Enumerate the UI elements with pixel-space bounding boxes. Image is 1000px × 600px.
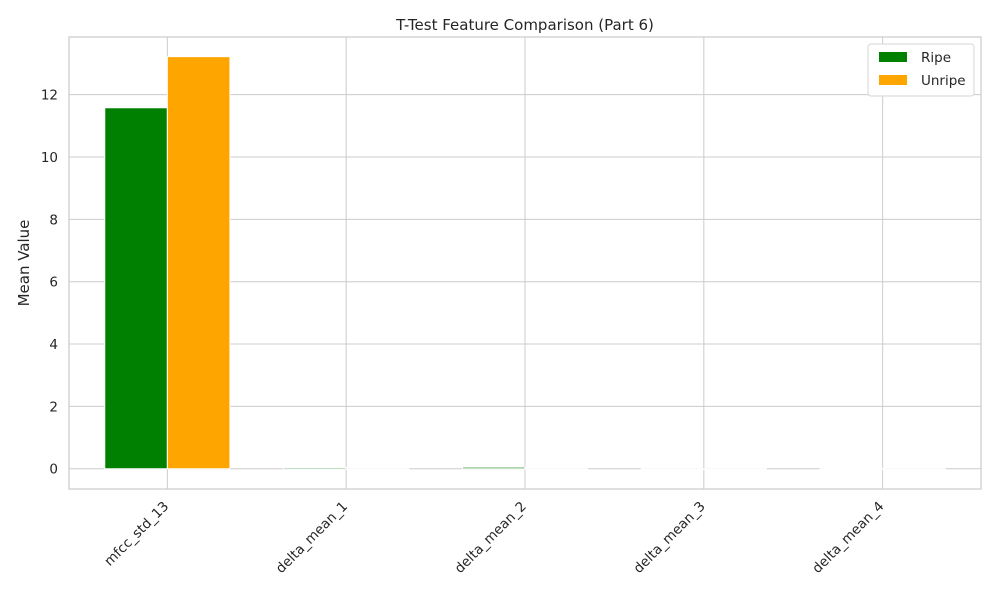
bar-unripe-delta_mean_1 <box>345 468 410 470</box>
x-tick-label: delta_mean_3 <box>630 499 708 577</box>
x-tick-label: mfcc_std_13 <box>101 499 172 570</box>
legend-label-unripe: Unripe <box>921 73 966 89</box>
x-tick-label: delta_mean_2 <box>452 499 530 577</box>
x-tick-label: delta_mean_1 <box>273 499 351 577</box>
y-tick-label: 2 <box>49 399 58 415</box>
chart-title: T-Test Feature Comparison (Part 6) <box>395 16 654 34</box>
bar-ripe-mfcc_std_13 <box>104 107 168 470</box>
bar-unripe-delta_mean_3 <box>703 468 767 470</box>
y-tick-labels: 0 2 4 6 8 10 12 <box>41 88 58 478</box>
legend-swatch-ripe <box>879 52 907 62</box>
x-tick-labels: mfcc_std_13 delta_mean_1 delta_mean_2 delta… <box>101 499 887 577</box>
bar-unripe-mfcc_std_13 <box>166 56 231 470</box>
bar-unripe-delta_mean_2 <box>524 468 589 470</box>
legend: Ripe Unripe <box>867 43 975 97</box>
bar-ripe-delta_mean_3 <box>640 468 705 470</box>
legend-label-ripe: Ripe <box>921 50 951 66</box>
x-tick-label: delta_mean_4 <box>809 499 887 577</box>
y-axis-label: Mean Value <box>15 220 33 307</box>
bar-ripe-delta_mean_4 <box>819 468 884 470</box>
bar-unripe-delta_mean_4 <box>882 468 946 470</box>
y-tick-label: 12 <box>41 88 58 104</box>
y-tick-label: 10 <box>41 150 58 166</box>
y-tick-label: 4 <box>49 337 58 353</box>
legend-swatch-unripe <box>879 75 907 85</box>
y-tick-label: 6 <box>49 275 58 291</box>
bar-group <box>104 56 946 470</box>
y-tick-label: 8 <box>49 212 58 228</box>
y-tick-label: 0 <box>49 462 58 478</box>
bar-ripe-delta_mean_2 <box>461 466 526 470</box>
bar-ripe-delta_mean_1 <box>283 466 347 470</box>
